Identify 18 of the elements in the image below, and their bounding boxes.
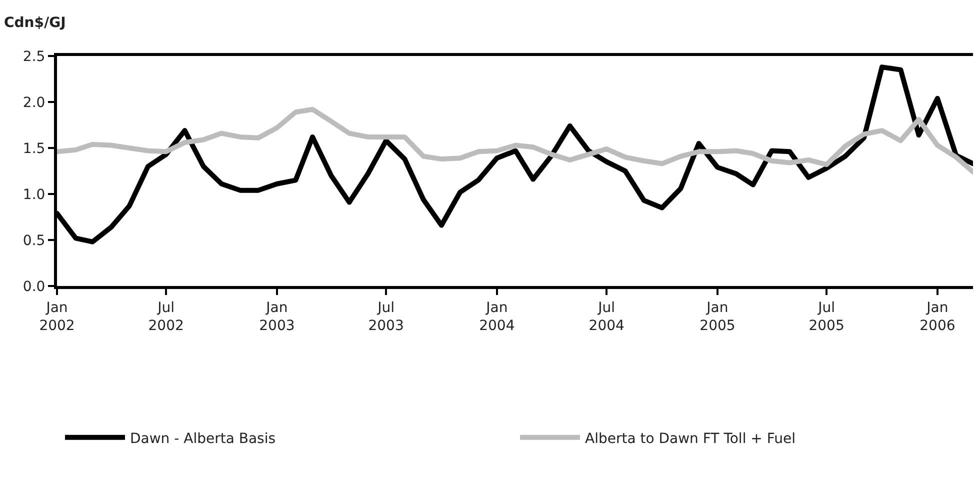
- y-tick-label: 0.5: [22, 232, 46, 249]
- x-tick-label: Jan 2005: [700, 300, 736, 334]
- legend-label: Dawn - Alberta Basis: [130, 430, 276, 447]
- y-tick-label: 1.0: [22, 186, 46, 203]
- legend-label: Alberta to Dawn FT Toll + Fuel: [585, 430, 796, 447]
- x-tick-label: Jan 2002: [39, 300, 75, 334]
- y-tick-label: 0.0: [22, 278, 46, 295]
- y-tick-label: 1.5: [22, 140, 46, 157]
- y-tick-label: 2.0: [22, 94, 46, 111]
- y-axis-title: Cdn$/GJ: [4, 15, 66, 31]
- x-tick-label: Jul 2002: [148, 300, 184, 334]
- x-tick-label: Jan 2006: [920, 300, 956, 334]
- x-tick-label: Jul 2003: [368, 300, 404, 334]
- x-tick-label: Jul 2005: [808, 300, 844, 334]
- x-tick-label: Jan 2004: [479, 300, 515, 334]
- y-tick-label: 2.5: [22, 48, 46, 65]
- x-tick-label: Jul 2004: [588, 300, 624, 334]
- x-tick-label: Jan 2003: [259, 300, 295, 334]
